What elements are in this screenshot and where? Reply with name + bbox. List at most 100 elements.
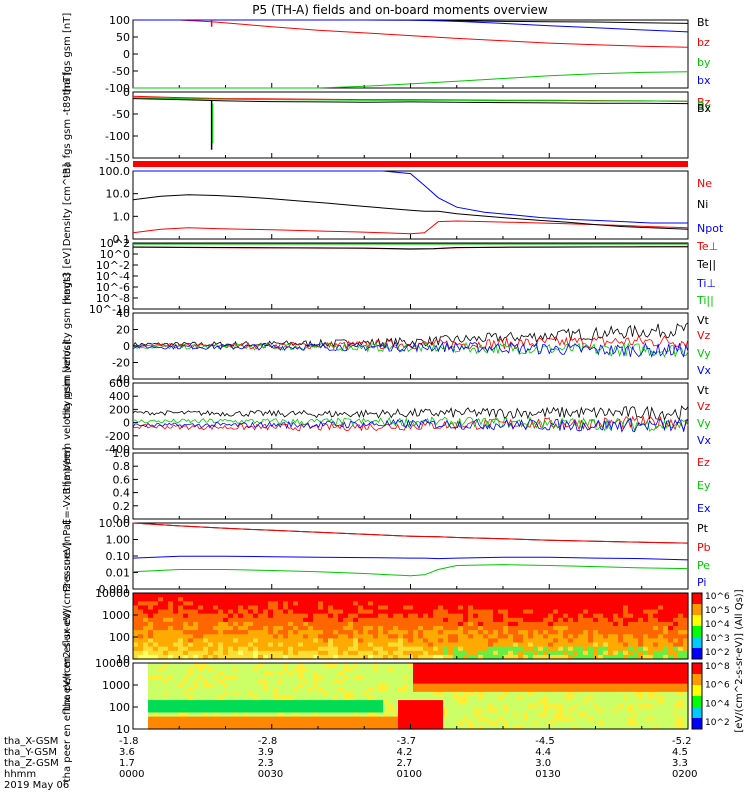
heatmap-cell — [438, 642, 444, 648]
heatmap-cell — [473, 601, 479, 606]
heatmap-cell — [248, 667, 254, 672]
heatmap-cell — [158, 646, 164, 652]
heatmap-cell — [313, 630, 319, 635]
heatmap-cell — [443, 646, 449, 652]
heatmap-cell — [353, 642, 359, 648]
heatmap-cell — [173, 634, 179, 639]
heatmap-cell — [433, 716, 439, 722]
heatmap-cell — [673, 724, 679, 730]
heatmap-cell — [158, 724, 164, 730]
heatmap-cell — [133, 609, 139, 615]
heatmap-cell — [138, 613, 144, 619]
heatmap-cell — [193, 708, 199, 714]
y-tick-label: 0 — [123, 86, 130, 99]
ephemeris-table: tha_X-GSMtha_Y-GSMtha_Z-GSMhhmm-1.83.61.… — [4, 736, 697, 780]
heatmap-cell — [648, 621, 654, 627]
heatmap-cell — [328, 716, 334, 722]
heatmap-cell — [583, 646, 589, 652]
heatmap-cell — [268, 700, 274, 705]
heatmap-cell — [263, 720, 269, 726]
heatmap-cell — [518, 605, 524, 611]
heatmap-cell — [363, 605, 369, 611]
heatmap-cell — [603, 605, 609, 611]
y-tick-label: 0.10 — [106, 550, 131, 563]
y-tick-label: 10^-8 — [96, 292, 130, 305]
heatmap-cell — [528, 626, 534, 631]
heatmap-cell — [563, 650, 569, 656]
heatmap-cell — [438, 683, 444, 689]
heatmap-cell — [473, 605, 479, 611]
heatmap-cell — [493, 609, 499, 615]
heatmap-cell — [528, 675, 534, 681]
heatmap-cell — [228, 621, 234, 627]
heatmap-cell — [393, 671, 399, 676]
ephemeris-value: 3.9 — [258, 747, 274, 758]
heatmap-cell — [503, 679, 509, 685]
heatmap-cell — [183, 704, 189, 709]
heatmap-cell — [378, 638, 384, 644]
heatmap-cell — [353, 638, 359, 644]
heatmap-cell — [613, 613, 619, 619]
heatmap-cell — [643, 646, 649, 652]
heatmap-cell — [573, 613, 579, 619]
heatmap-cell — [538, 621, 544, 627]
heatmap-cell — [418, 679, 424, 685]
heatmap-cell — [453, 724, 459, 730]
heatmap-cell — [658, 700, 664, 705]
heatmap-cell — [243, 617, 249, 623]
heatmap-cell — [223, 716, 229, 722]
legend-entry: Ti|| — [696, 294, 714, 307]
heatmap-cell — [253, 663, 259, 668]
ephemeris-value: 2.3 — [258, 758, 274, 769]
heatmap-cell — [658, 720, 664, 726]
heatmap-cell — [243, 642, 249, 648]
heatmap-cell — [233, 609, 239, 615]
heatmap-cell — [188, 638, 194, 644]
heatmap-cell — [578, 675, 584, 681]
heatmap-cell — [218, 671, 224, 676]
heatmap-cell — [153, 720, 159, 726]
heatmap-cell — [568, 696, 574, 701]
heatmap-cell — [678, 597, 684, 602]
colorbar: 10^610^510^410^310^210^810^610^410^2 [eV/… — [691, 589, 745, 733]
heatmap-cell — [253, 630, 259, 635]
heatmap-cell — [638, 593, 644, 598]
heatmap-cell — [518, 609, 524, 615]
heatmap-cell — [353, 626, 359, 631]
heatmap-cell — [178, 593, 184, 598]
heatmap-cell — [563, 597, 569, 602]
heatmap-cell — [293, 720, 299, 726]
heatmap-cell — [273, 634, 279, 639]
heatmap-cell — [373, 593, 379, 598]
heatmap-cell — [263, 691, 269, 697]
heatmap-cell — [283, 601, 289, 606]
heatmap-cell — [483, 646, 489, 652]
heatmap-cell — [653, 634, 659, 639]
heatmap-cell — [278, 650, 284, 656]
heatmap-cell — [353, 601, 359, 606]
heatmap-cell — [478, 720, 484, 726]
heatmap-cell — [503, 675, 509, 681]
heatmap-cell — [423, 634, 429, 639]
heatmap-cell — [563, 621, 569, 627]
heatmap-cell — [403, 696, 409, 701]
heatmap-cell — [508, 671, 514, 676]
heatmap-cell — [273, 708, 279, 714]
heatmap-cell — [518, 712, 524, 718]
heatmap-cell — [243, 720, 249, 726]
heatmap-cell — [658, 724, 664, 730]
heatmap-cell — [358, 700, 364, 705]
heatmap-cell — [163, 716, 169, 722]
heatmap-cell — [673, 621, 679, 627]
heatmap-cell — [353, 712, 359, 718]
ephemeris-value: 3.3 — [672, 758, 688, 769]
heatmap-cell — [588, 708, 594, 714]
heatmap-cell — [443, 621, 449, 627]
heatmap-cell — [293, 617, 299, 623]
heatmap-cell — [523, 663, 529, 668]
heatmap-cell — [443, 675, 449, 681]
heatmap-cell — [273, 712, 279, 718]
heatmap-cell — [498, 621, 504, 627]
heatmap-cell — [143, 634, 149, 639]
heatmap-cell — [553, 687, 559, 693]
